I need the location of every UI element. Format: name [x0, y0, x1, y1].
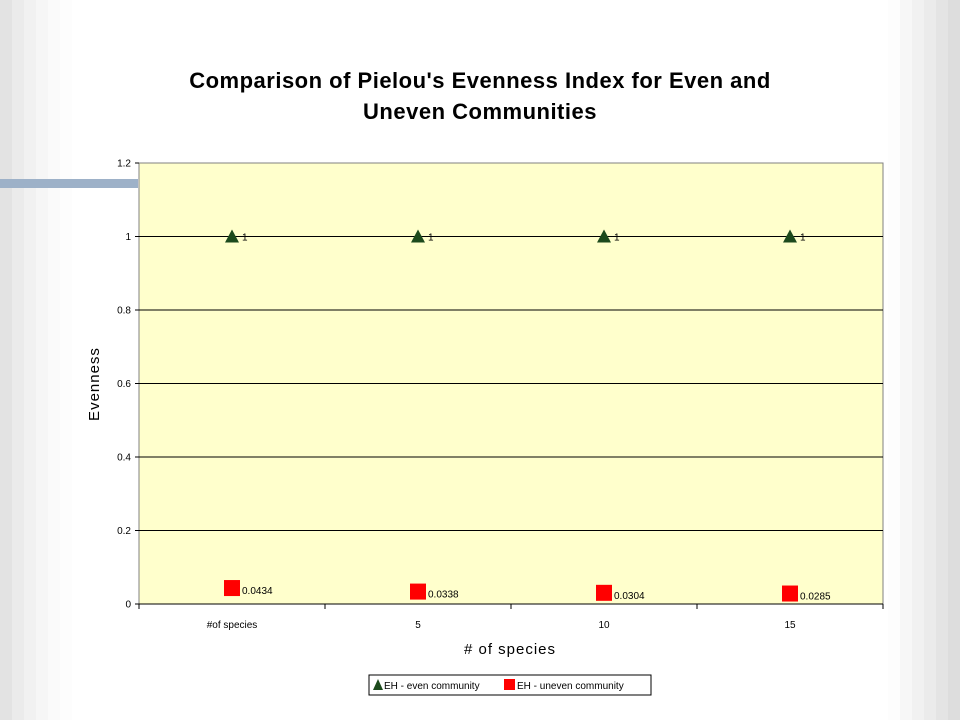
data-label: 1 [614, 233, 620, 244]
legend-marker-uneven [504, 679, 515, 690]
legend-marker-even [373, 679, 383, 690]
data-point-even [411, 229, 425, 243]
x-axis: #of species 5 10 15 [138, 603, 884, 631]
data-label: 1 [428, 233, 434, 244]
gridlines [139, 236, 883, 531]
legend-label-uneven: EH - uneven community [517, 681, 624, 692]
data-label: 0.0285 [800, 592, 831, 603]
legend: EH - even community EH - uneven communit… [368, 674, 652, 696]
data-point-uneven [782, 585, 798, 602]
y-tick-label: 0.6 [117, 379, 131, 390]
data-point-uneven [410, 583, 426, 600]
x-tick-label: 10 [598, 620, 610, 631]
y-tick-label: 0.4 [117, 453, 131, 464]
data-label: 1 [800, 233, 806, 244]
x-tick-label: 15 [784, 620, 796, 631]
data-label: 0.0304 [614, 591, 645, 602]
chart-title-line-1: Comparison of Pielou's Evenness Index fo… [189, 68, 771, 93]
y-axis-title: Evenness [86, 347, 103, 421]
data-point-uneven [224, 580, 240, 597]
chart-title-line-2: Uneven Communities [363, 99, 597, 124]
y-tick-label: 0.2 [117, 526, 131, 537]
decorative-accent-bar [0, 179, 138, 188]
x-tick-label: #of species [207, 620, 258, 631]
data-point-even [225, 229, 239, 243]
data-label: 0.0338 [428, 590, 459, 601]
y-tick-label: 1.2 [117, 159, 131, 170]
data-point-uneven [596, 584, 612, 601]
x-axis-title: # of species [464, 641, 556, 658]
data-label: 0.0434 [242, 586, 273, 597]
y-tick-label: 1 [125, 232, 131, 243]
y-axis: 0 0.2 0.4 0.6 0.8 1 1.2 [117, 159, 139, 611]
data-point-even [783, 229, 797, 243]
data-label: 1 [242, 233, 248, 244]
y-tick-label: 0.8 [117, 306, 131, 317]
data-point-even [597, 229, 611, 243]
x-tick-label: 5 [415, 620, 421, 631]
data-points: 1 1 1 1 0.0434 0.0338 0.0304 0.0285 [224, 229, 831, 603]
legend-label-even: EH - even community [384, 681, 480, 692]
y-tick-label: 0 [125, 600, 131, 611]
